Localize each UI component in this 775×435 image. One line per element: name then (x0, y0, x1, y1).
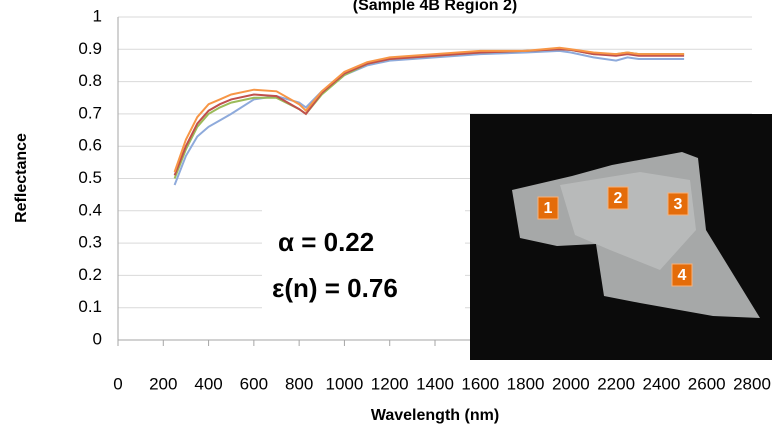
x-tick-label: 1200 (371, 374, 409, 393)
x-tick-label: 600 (240, 374, 268, 393)
inset-label: 4 (678, 267, 687, 284)
series-line (173, 49, 685, 186)
y-tick-label: 0.2 (78, 265, 102, 284)
annotation-box (262, 205, 465, 320)
sample-highlight (560, 172, 696, 270)
x-tick-label: 2800 (733, 374, 771, 393)
x-tick-label: 1800 (507, 374, 545, 393)
y-tick-label: 0.9 (78, 39, 102, 58)
x-tick-label: 0 (113, 374, 122, 393)
y-tick-label: 1 (93, 6, 102, 25)
y-tick-label: 0.8 (78, 71, 102, 90)
inset-marker (607, 186, 629, 210)
x-tick-label: 800 (285, 374, 313, 393)
y-tick-label: 0.3 (78, 233, 102, 252)
inset-label: 1 (544, 200, 553, 217)
annotation: α = 0.22 (278, 227, 374, 257)
x-tick-label: 2400 (643, 374, 681, 393)
y-tick-label: 0.6 (78, 136, 102, 155)
x-tick-label: 2600 (688, 374, 726, 393)
y-tick-label: 0 (93, 329, 102, 348)
y-tick-label: 0.7 (78, 103, 102, 122)
x-tick-label: 400 (194, 374, 222, 393)
annotation: ε(n) = 0.76 (272, 273, 398, 303)
y-tick-label: 0.1 (78, 297, 102, 316)
series-line (173, 46, 685, 173)
x-axis-label: Wavelength (nm) (371, 407, 499, 424)
x-tick-label: 200 (149, 374, 177, 393)
x-tick-label: 2000 (552, 374, 590, 393)
inset-photo (470, 114, 772, 360)
x-tick-label: 1400 (416, 374, 454, 393)
inset-marker (667, 192, 689, 216)
chart-title: (Sample 4B Region 2) (353, 0, 517, 14)
inset-label: 3 (674, 196, 683, 213)
inset-marker (537, 196, 559, 220)
y-tick-label: 0.5 (78, 168, 102, 187)
inset-label: 2 (614, 190, 623, 207)
x-tick-label: 1600 (461, 374, 499, 393)
series-line (173, 48, 685, 176)
x-tick-label: 1000 (326, 374, 364, 393)
y-tick-label: 0.4 (78, 200, 102, 219)
x-tick-label: 2200 (597, 374, 635, 393)
y-axis-label: Reflectance (13, 133, 30, 223)
inset-marker (671, 263, 693, 287)
